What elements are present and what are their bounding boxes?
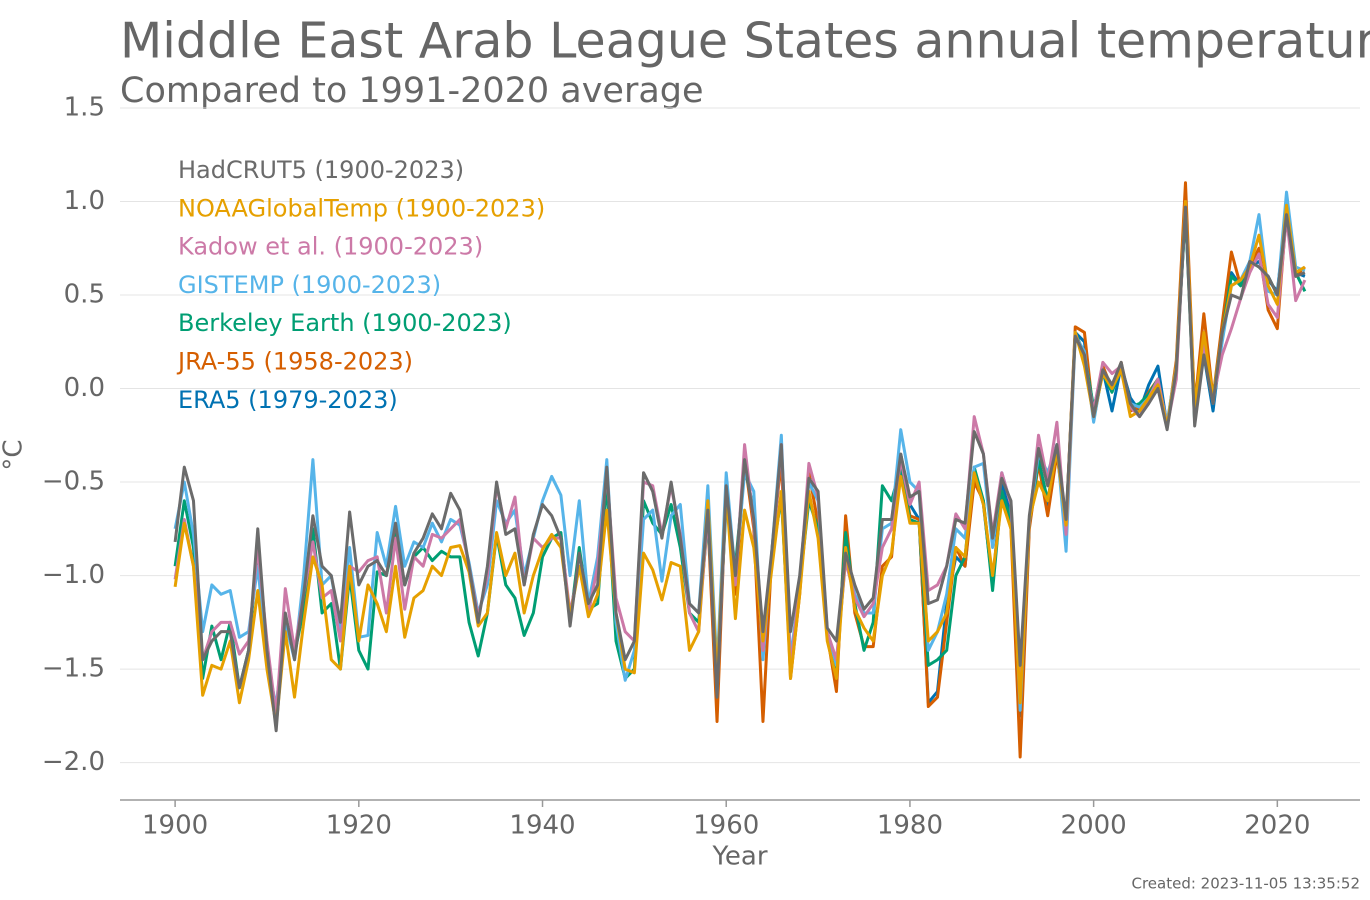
x-tick-label: 1920 [326,811,392,841]
legend-entry: HadCRUT5 (1900-2023) [178,156,464,184]
data-line [173,205,1306,733]
data-line [173,200,1306,727]
footnote: Created: 2023-11-05 13:35:52 [1132,875,1361,893]
x-tick-label: 2000 [1061,811,1127,841]
x-tick-label: 2020 [1244,811,1310,841]
legend-entry: Kadow et al. (1900-2023) [178,233,483,261]
y-tick-label: 0.5 [64,280,105,310]
y-tick-label: −0.5 [42,467,105,497]
y-axis-label: °C [0,439,29,470]
x-tick-label: 1940 [509,811,575,841]
x-tick-label: 1960 [693,811,759,841]
y-tick-label: −1.5 [42,654,105,684]
legend-entry: JRA-55 (1958-2023) [176,348,413,376]
x-tick-label: 1900 [142,811,208,841]
x-axis-label: Year [711,842,767,872]
y-tick-label: 1.0 [64,186,105,216]
y-tick-label: −2.0 [42,747,105,777]
legend-entry: ERA5 (1979-2023) [178,386,398,414]
legend-entry: NOAAGlobalTemp (1900-2023) [178,194,545,222]
legend-entry: GISTEMP (1900-2023) [178,271,441,299]
y-tick-label: −1.0 [42,560,105,590]
data-line [706,181,1306,759]
y-tick-label: 0.0 [64,373,105,403]
chart-title: Middle East Arab League States annual te… [120,13,1370,70]
x-tick-label: 1980 [877,811,943,841]
chart-subtitle: Compared to 1991-2020 average [120,71,704,111]
legend-entry: Berkeley Earth (1900-2023) [178,309,512,337]
y-tick-label: 1.5 [64,93,105,123]
